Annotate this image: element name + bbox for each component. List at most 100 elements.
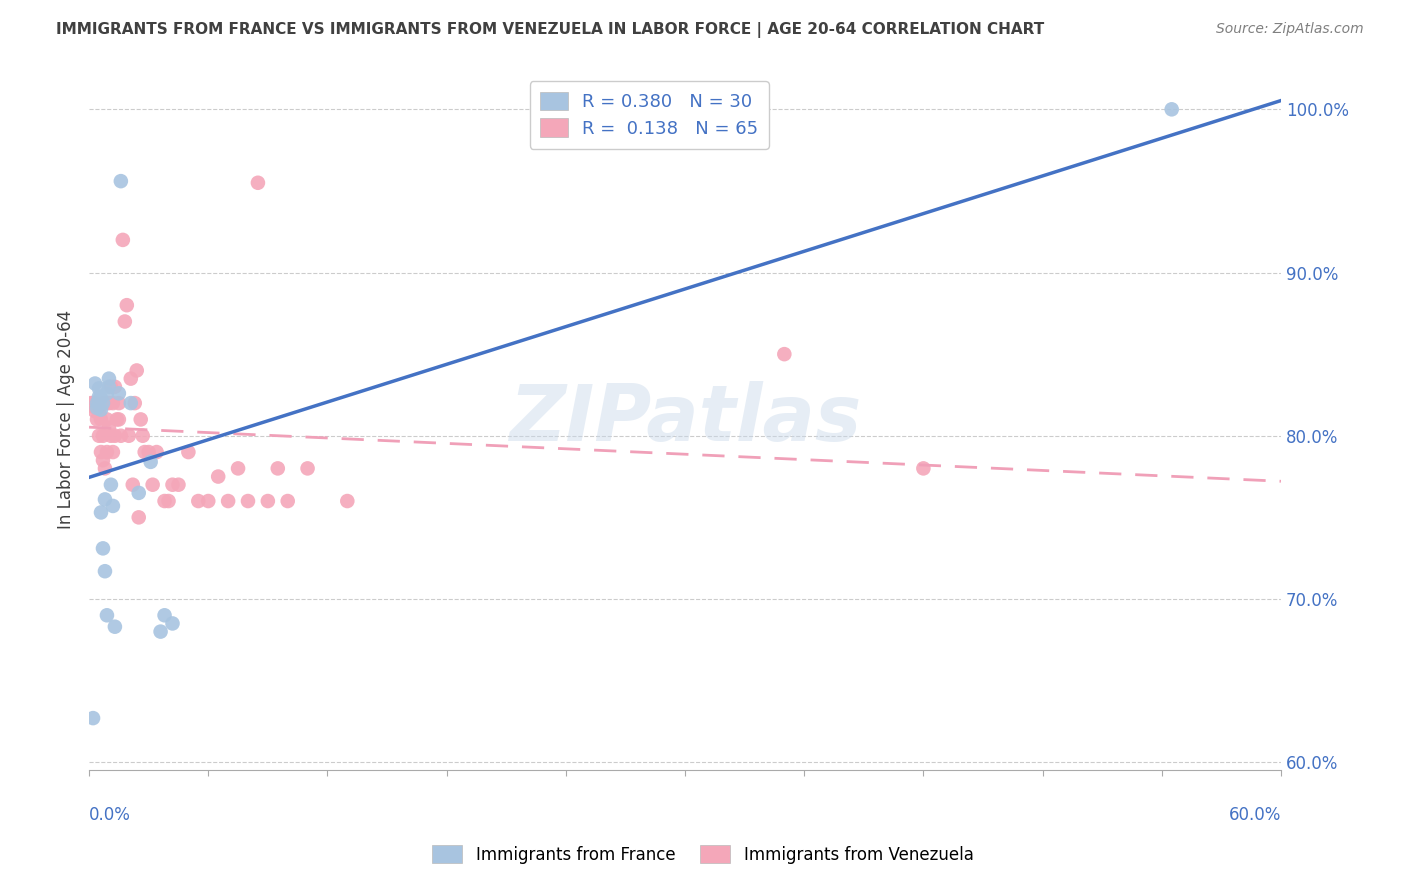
Point xyxy=(142,477,165,491)
Point xyxy=(82,400,104,414)
Point xyxy=(101,396,124,410)
Point xyxy=(115,298,138,312)
Point xyxy=(90,402,112,417)
Point xyxy=(157,494,180,508)
Point xyxy=(97,380,120,394)
Point xyxy=(96,608,118,623)
Point xyxy=(139,455,162,469)
Point xyxy=(246,176,269,190)
Point xyxy=(97,396,120,410)
Point xyxy=(121,477,143,491)
Point xyxy=(162,616,184,631)
Point xyxy=(162,477,184,491)
Point xyxy=(114,314,136,328)
Text: Source: ZipAtlas.com: Source: ZipAtlas.com xyxy=(1216,22,1364,37)
Point xyxy=(91,429,114,443)
Point xyxy=(86,396,108,410)
Point xyxy=(94,461,117,475)
Point xyxy=(104,429,127,443)
Point xyxy=(267,461,290,475)
Point xyxy=(86,401,108,415)
Point xyxy=(128,486,150,500)
Point xyxy=(108,412,131,426)
Point xyxy=(110,174,132,188)
Point xyxy=(101,499,124,513)
Point xyxy=(226,461,249,475)
Point xyxy=(91,396,114,410)
Point xyxy=(197,494,219,508)
Point xyxy=(104,620,127,634)
Point xyxy=(100,380,122,394)
Point xyxy=(100,477,122,491)
Legend: R = 0.380   N = 30, R =  0.138   N = 65: R = 0.380 N = 30, R = 0.138 N = 65 xyxy=(530,81,769,149)
Text: ZIPatlas: ZIPatlas xyxy=(509,382,860,458)
Point xyxy=(336,494,359,508)
Point xyxy=(912,461,935,475)
Point xyxy=(207,469,229,483)
Point xyxy=(80,396,103,410)
Point xyxy=(94,396,117,410)
Point xyxy=(217,494,239,508)
Point xyxy=(167,477,190,491)
Point xyxy=(297,461,319,475)
Point xyxy=(108,386,131,401)
Point xyxy=(1160,103,1182,117)
Point xyxy=(84,376,107,391)
Point xyxy=(187,494,209,508)
Point xyxy=(177,445,200,459)
Point xyxy=(84,404,107,418)
Point xyxy=(87,392,110,407)
Point xyxy=(128,510,150,524)
Point xyxy=(96,445,118,459)
Point xyxy=(104,380,127,394)
Point xyxy=(84,396,107,410)
Point xyxy=(120,396,142,410)
Text: 60.0%: 60.0% xyxy=(1229,806,1281,824)
Point xyxy=(108,396,131,410)
Point xyxy=(87,401,110,415)
Point xyxy=(257,494,280,508)
Point xyxy=(120,371,142,385)
Y-axis label: In Labor Force | Age 20-64: In Labor Force | Age 20-64 xyxy=(58,310,75,529)
Point xyxy=(90,506,112,520)
Point xyxy=(87,390,110,404)
Text: 0.0%: 0.0% xyxy=(89,806,131,824)
Point xyxy=(91,396,114,410)
Point xyxy=(125,363,148,377)
Point xyxy=(277,494,299,508)
Point xyxy=(110,429,132,443)
Point xyxy=(138,445,160,459)
Point xyxy=(153,608,176,623)
Point xyxy=(82,396,104,410)
Point xyxy=(90,412,112,426)
Point xyxy=(97,420,120,434)
Point xyxy=(87,381,110,395)
Point xyxy=(236,494,259,508)
Point xyxy=(111,233,134,247)
Point xyxy=(94,564,117,578)
Point xyxy=(87,429,110,443)
Point xyxy=(153,494,176,508)
Point xyxy=(91,453,114,467)
Point xyxy=(134,445,156,459)
Point xyxy=(100,429,122,443)
Point xyxy=(96,386,118,401)
Point xyxy=(87,404,110,418)
Point xyxy=(129,412,152,426)
Point xyxy=(145,445,167,459)
Point xyxy=(96,412,118,426)
Point xyxy=(91,541,114,556)
Point xyxy=(86,412,108,426)
Point xyxy=(773,347,796,361)
Point xyxy=(101,445,124,459)
Point xyxy=(86,401,108,415)
Point xyxy=(131,429,153,443)
Point xyxy=(105,412,128,426)
Point xyxy=(90,391,112,405)
Point xyxy=(118,429,141,443)
Point xyxy=(82,711,104,725)
Point xyxy=(149,624,172,639)
Point xyxy=(90,445,112,459)
Point xyxy=(97,371,120,385)
Legend: Immigrants from France, Immigrants from Venezuela: Immigrants from France, Immigrants from … xyxy=(426,838,980,871)
